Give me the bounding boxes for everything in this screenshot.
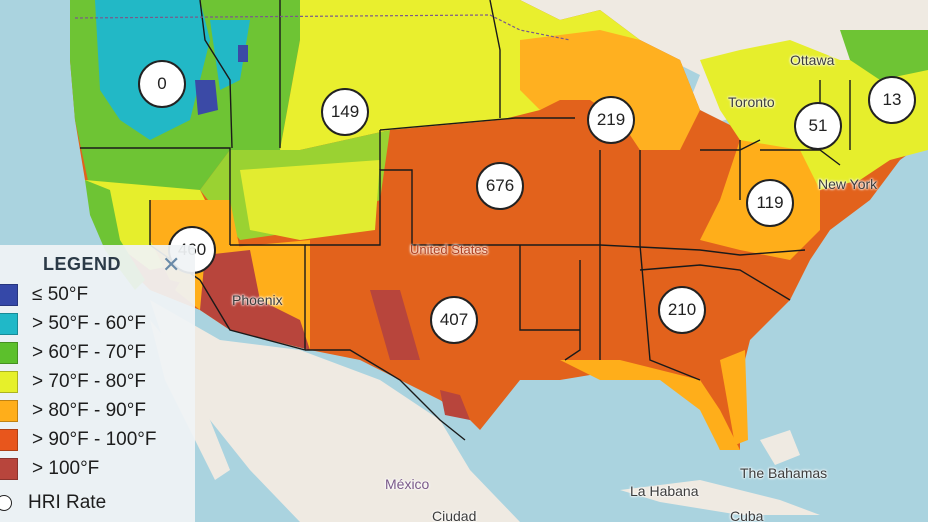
canada-land [0,0,928,140]
cluster-marker[interactable]: 13 [868,76,916,124]
label-phoenix: Phoenix [232,292,283,308]
mw-orange-north [520,30,700,150]
label-ciudad: Ciudad [432,508,477,522]
cuba-land [620,480,820,515]
legend-label: > 70°F - 80°F [32,371,146,392]
mtn-yellow [240,160,380,240]
cluster-marker[interactable]: 676 [476,162,524,210]
legend-item-hri: HRI Rate [0,491,106,515]
ne-green [840,30,928,80]
cluster-marker[interactable]: 149 [321,88,369,136]
hri-circle-icon [0,495,12,511]
legend-item: ≤ 50°F [0,283,88,307]
label-la-habana: La Habana [630,483,699,499]
legend-item: > 80°F - 90°F [0,399,146,423]
gulf-coast-orange [560,360,740,450]
tx-hot-patch2 [440,390,470,420]
label-cuba: Cuba [730,508,764,522]
cluster-marker[interactable]: 407 [430,296,478,344]
legend-item: > 50°F - 60°F [0,312,146,336]
cluster-marker[interactable]: 219 [587,96,635,144]
legend-swatch [0,313,18,335]
tx-hot-patch [370,290,420,360]
cluster-marker[interactable]: 119 [746,179,794,227]
label-mexico: México [385,476,430,492]
legend-title: LEGEND [43,254,122,274]
mexico-land [150,300,520,522]
label-ottawa: Ottawa [790,52,835,68]
legend-label: HRI Rate [28,492,107,513]
legend-item: > 60°F - 70°F [0,341,146,365]
legend-swatch [0,284,18,306]
legend-label: > 80°F - 90°F [32,400,146,421]
legend-item: > 70°F - 80°F [0,370,146,394]
label-new-york: New York [818,176,878,192]
nw-teal2 [210,20,250,90]
us-canada-border [74,14,571,41]
legend-swatch [0,342,18,364]
legend-swatch [0,429,18,451]
legend-swatch [0,400,18,422]
cluster-marker[interactable]: 210 [658,286,706,334]
cluster-marker[interactable]: 51 [794,102,842,150]
legend-label: ≤ 50°F [32,284,89,305]
legend-label: > 100°F [32,458,100,479]
fl-coast-orange [720,350,748,445]
legend-swatch [0,458,18,480]
legend-item: > 100°F [0,457,99,481]
legend-panel: LEGEND ✕ ≤ 50°F > 50°F - 60°F > 60°F - 7… [0,245,195,522]
label-the-bahamas: The Bahamas [740,465,828,481]
legend-label: > 90°F - 100°F [32,429,157,450]
label-united-states: United States [410,242,489,257]
bahamas-land [760,430,800,465]
close-icon[interactable]: ✕ [162,252,181,277]
label-toronto: Toronto [728,94,775,110]
cold-patch2 [238,45,248,62]
legend-label: > 50°F - 60°F [32,313,146,334]
legend-item: > 90°F - 100°F [0,428,157,452]
cluster-marker[interactable]: 0 [138,60,186,108]
state-borders [80,0,851,441]
cold-patch [195,80,218,115]
legend-swatch [0,371,18,393]
legend-label: > 60°F - 70°F [32,342,146,363]
